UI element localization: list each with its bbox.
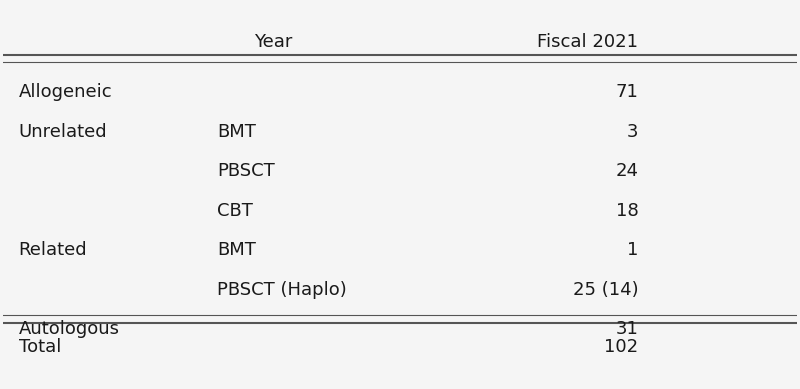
Text: 18: 18: [615, 202, 638, 220]
Text: 31: 31: [615, 320, 638, 338]
Text: 71: 71: [615, 83, 638, 101]
Text: Total: Total: [18, 338, 61, 356]
Text: PBSCT: PBSCT: [218, 162, 275, 180]
Text: Unrelated: Unrelated: [18, 123, 107, 141]
Text: Year: Year: [254, 33, 292, 51]
Text: 3: 3: [627, 123, 638, 141]
Text: BMT: BMT: [218, 241, 256, 259]
Text: 25 (14): 25 (14): [573, 281, 638, 299]
Text: BMT: BMT: [218, 123, 256, 141]
Text: PBSCT (Haplo): PBSCT (Haplo): [218, 281, 347, 299]
Text: Autologous: Autologous: [18, 320, 120, 338]
Text: Fiscal 2021: Fiscal 2021: [538, 33, 638, 51]
Text: Allogeneic: Allogeneic: [18, 83, 112, 101]
Text: 102: 102: [604, 338, 638, 356]
Text: Related: Related: [18, 241, 87, 259]
Text: 24: 24: [615, 162, 638, 180]
Text: CBT: CBT: [218, 202, 253, 220]
Text: 1: 1: [627, 241, 638, 259]
